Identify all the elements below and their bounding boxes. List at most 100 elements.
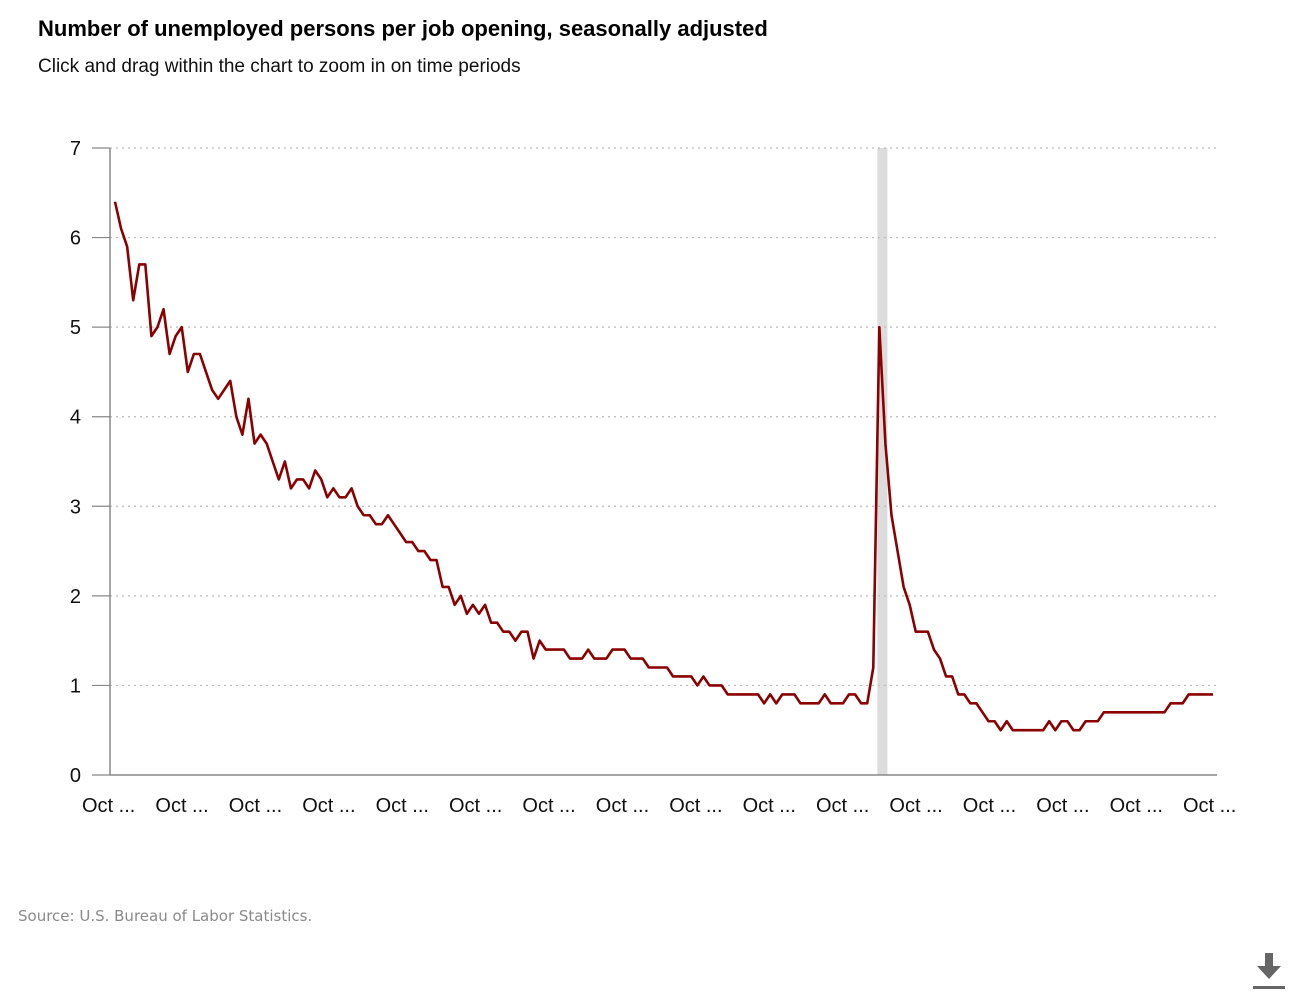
data-point-80[interactable] [597,656,603,662]
data-point-167[interactable] [1125,709,1131,715]
data-point-32[interactable] [306,485,312,491]
data-point-15[interactable] [203,369,209,375]
data-point-116[interactable] [816,700,822,706]
data-point-20[interactable] [233,414,239,420]
data-point-128[interactable] [888,512,894,518]
data-point-28[interactable] [282,459,288,465]
data-point-8[interactable] [161,306,167,312]
data-point-156[interactable] [1058,718,1064,724]
data-point-77[interactable] [579,656,585,662]
data-point-63[interactable] [494,620,500,626]
data-point-48[interactable] [403,539,409,545]
data-point-151[interactable] [1028,727,1034,733]
data-point-134[interactable] [925,629,931,635]
data-point-93[interactable] [676,673,682,679]
data-point-4[interactable] [136,261,142,267]
data-point-175[interactable] [1174,700,1180,706]
data-point-53[interactable] [434,557,440,563]
data-point-91[interactable] [664,665,670,671]
data-point-114[interactable] [804,700,810,706]
data-point-148[interactable] [1010,727,1016,733]
data-point-169[interactable] [1137,709,1143,715]
data-point-125[interactable] [870,665,876,671]
data-point-168[interactable] [1131,709,1137,715]
data-point-111[interactable] [785,691,791,697]
data-point-112[interactable] [791,691,797,697]
line-chart[interactable]: 0 1 2 3 4 5 6 7 Oct ... Oct ... Oct ... Oct ... Oct … [0,0,1292,880]
data-point-18[interactable] [221,387,227,393]
data-point-124[interactable] [864,700,870,706]
data-point-40[interactable] [355,503,361,509]
data-point-177[interactable] [1186,691,1192,697]
data-point-0[interactable] [112,199,118,205]
data-point-56[interactable] [452,602,458,608]
data-point-83[interactable] [616,647,622,653]
data-point-159[interactable] [1077,727,1083,733]
data-point-115[interactable] [810,700,816,706]
data-point-157[interactable] [1064,718,1070,724]
data-point-68[interactable] [525,629,531,635]
data-point-163[interactable] [1101,709,1107,715]
data-point-29[interactable] [288,485,294,491]
data-point-39[interactable] [349,485,355,491]
data-point-178[interactable] [1192,691,1198,697]
data-point-66[interactable] [512,638,518,644]
data-point-59[interactable] [470,602,476,608]
data-point-73[interactable] [555,647,561,653]
data-point-123[interactable] [858,700,864,706]
data-point-54[interactable] [440,584,446,590]
data-point-55[interactable] [446,584,452,590]
data-point-142[interactable] [973,700,979,706]
data-point-102[interactable] [731,691,737,697]
data-point-117[interactable] [822,691,828,697]
data-point-71[interactable] [543,647,549,653]
data-point-27[interactable] [276,476,282,482]
data-point-92[interactable] [670,673,676,679]
data-point-146[interactable] [998,727,1004,733]
data-point-118[interactable] [828,700,834,706]
data-point-42[interactable] [367,512,373,518]
data-point-46[interactable] [391,521,397,527]
data-point-41[interactable] [361,512,367,518]
data-point-19[interactable] [227,378,233,384]
data-point-166[interactable] [1119,709,1125,715]
data-point-10[interactable] [173,333,179,339]
data-point-35[interactable] [324,494,330,500]
data-point-25[interactable] [264,441,270,447]
data-point-150[interactable] [1022,727,1028,733]
data-point-1[interactable] [118,226,124,232]
data-point-2[interactable] [124,244,130,250]
data-point-67[interactable] [518,629,524,635]
data-point-72[interactable] [549,647,555,653]
series-line[interactable] [113,201,1213,732]
data-point-30[interactable] [294,476,300,482]
data-point-50[interactable] [415,548,421,554]
data-point-172[interactable] [1155,709,1161,715]
data-point-99[interactable] [713,682,719,688]
data-point-143[interactable] [979,709,985,715]
data-point-75[interactable] [567,656,573,662]
data-point-45[interactable] [385,512,391,518]
data-point-97[interactable] [700,673,706,679]
data-point-179[interactable] [1198,691,1204,697]
data-point-113[interactable] [797,700,803,706]
data-point-3[interactable] [130,297,136,303]
data-point-121[interactable] [846,691,852,697]
data-point-162[interactable] [1095,718,1101,724]
data-point-90[interactable] [658,665,664,671]
data-point-135[interactable] [931,647,937,653]
data-point-13[interactable] [191,351,197,357]
data-point-74[interactable] [561,647,567,653]
data-point-69[interactable] [531,656,537,662]
data-point-106[interactable] [755,691,761,697]
data-point-36[interactable] [330,485,336,491]
data-point-26[interactable] [270,459,276,465]
data-point-104[interactable] [743,691,749,697]
data-point-16[interactable] [209,387,215,393]
data-point-31[interactable] [300,476,306,482]
data-point-138[interactable] [949,673,955,679]
data-point-158[interactable] [1070,727,1076,733]
data-point-144[interactable] [986,718,992,724]
data-point-103[interactable] [737,691,743,697]
data-point-95[interactable] [688,673,694,679]
